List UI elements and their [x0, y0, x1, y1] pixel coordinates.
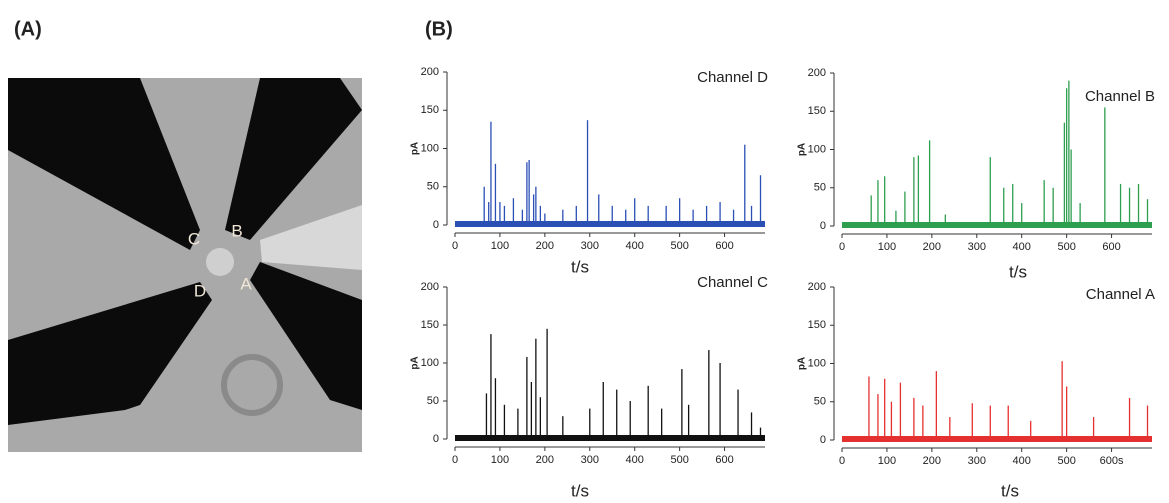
x-tick-label: 600 — [1102, 241, 1120, 253]
x-tick-label: 0 — [839, 455, 845, 467]
y-tick-label: 0 — [433, 433, 439, 445]
chart: 0 50 100 150 200 0 100 200 300 400 500 600 pA t/s Chan… — [410, 274, 769, 501]
chart-title: Channel C — [697, 274, 768, 291]
chart-title: Channel B — [1085, 88, 1155, 105]
y-axis-label: pA — [410, 356, 421, 369]
x-tick-label: 400 — [1013, 455, 1031, 467]
x-tick-label: 600s — [1100, 455, 1124, 467]
x-axis-label: t/s — [571, 481, 589, 500]
y-tick-label: 100 — [808, 357, 826, 369]
y-axis-label: pA — [797, 357, 808, 370]
x-tick-label: 300 — [581, 454, 599, 466]
x-axis-label: t/s — [1009, 262, 1027, 281]
x-tick-label: 400 — [626, 454, 644, 466]
panel-label: (A) — [14, 18, 42, 40]
y-axis-label: pA — [410, 142, 421, 155]
chart-title: Channel A — [1086, 286, 1155, 303]
panel-label: (B) — [425, 18, 453, 40]
y-tick-label: 50 — [427, 395, 439, 407]
x-tick-label: 300 — [968, 455, 986, 467]
y-tick-label: 150 — [421, 319, 439, 331]
y-tick-label: 0 — [820, 220, 826, 232]
x-tick-label: 0 — [839, 241, 845, 253]
electrode — [225, 78, 362, 240]
y-tick-label: 100 — [808, 143, 826, 155]
electrode-label: B — [231, 221, 242, 240]
cell — [206, 248, 234, 276]
y-tick-label: 200 — [421, 66, 439, 78]
electrode-label: A — [240, 274, 252, 293]
electrode — [8, 282, 212, 425]
y-tick-label: 50 — [427, 181, 439, 193]
x-tick-label: 100 — [491, 240, 509, 252]
chart: 0 50 100 150 200 0 100 200 300 400 500 600s pA t/s Cha… — [797, 281, 1155, 501]
baseline-trace — [842, 436, 1152, 442]
x-tick-label: 500 — [1057, 241, 1075, 253]
electrode — [8, 78, 200, 250]
x-axis-label: t/s — [571, 257, 589, 276]
y-axis-label: pA — [797, 143, 808, 156]
y-tick-label: 0 — [820, 434, 826, 446]
baseline-trace — [455, 221, 765, 227]
x-axis-label: t/s — [1001, 481, 1019, 500]
x-tick-label: 300 — [581, 240, 599, 252]
x-tick-label: 500 — [670, 240, 688, 252]
y-tick-label: 200 — [808, 281, 826, 293]
y-tick-label: 200 — [808, 67, 826, 79]
chart: 0 50 100 150 200 0 100 200 300 400 500 600 pA t/s Chan… — [410, 66, 769, 277]
x-tick-label: 200 — [923, 241, 941, 253]
x-tick-label: 200 — [536, 454, 554, 466]
x-tick-label: 100 — [878, 241, 896, 253]
x-tick-label: 0 — [452, 454, 458, 466]
baseline-trace — [455, 435, 765, 441]
electrode-glare — [260, 205, 362, 270]
electrode-label: D — [194, 281, 206, 300]
x-tick-label: 600 — [715, 240, 733, 252]
x-tick-label: 100 — [491, 454, 509, 466]
y-tick-label: 0 — [433, 219, 439, 231]
y-tick-label: 50 — [814, 396, 826, 408]
electrode — [250, 262, 362, 410]
x-tick-label: 500 — [670, 454, 688, 466]
y-tick-label: 200 — [421, 281, 439, 293]
y-tick-label: 150 — [808, 105, 826, 117]
y-tick-label: 100 — [421, 357, 439, 369]
ring — [221, 354, 283, 416]
chart: 0 50 100 150 200 0 100 200 300 400 500 600 pA t/s Chan… — [797, 67, 1155, 282]
x-tick-label: 400 — [1013, 241, 1031, 253]
electrode-label: C — [188, 229, 200, 248]
baseline-trace — [842, 222, 1152, 228]
chart-title: Channel D — [697, 69, 768, 86]
y-tick-label: 100 — [421, 142, 439, 154]
x-tick-label: 400 — [626, 240, 644, 252]
x-tick-label: 100 — [878, 455, 896, 467]
y-tick-label: 50 — [814, 182, 826, 194]
x-tick-label: 300 — [968, 241, 986, 253]
y-tick-label: 150 — [808, 319, 826, 331]
y-tick-label: 150 — [421, 104, 439, 116]
micrograph: C B D A — [8, 78, 362, 452]
x-tick-label: 600 — [715, 454, 733, 466]
x-tick-label: 200 — [536, 240, 554, 252]
x-tick-label: 0 — [452, 240, 458, 252]
x-tick-label: 500 — [1057, 455, 1075, 467]
x-tick-label: 200 — [923, 455, 941, 467]
